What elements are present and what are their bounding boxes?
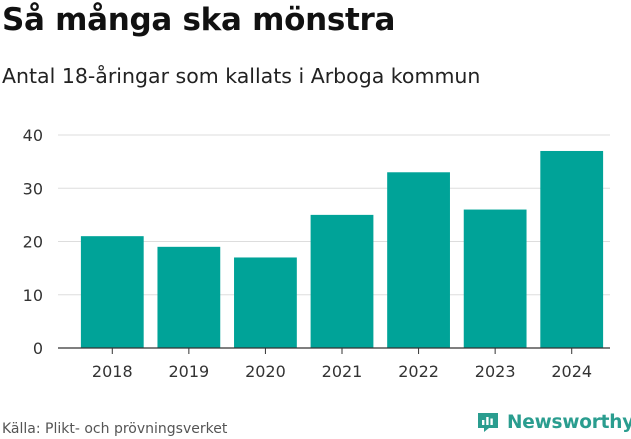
- y-tick-label: 20: [23, 233, 43, 252]
- x-tick-label: 2022: [398, 362, 439, 381]
- bar: [157, 246, 221, 348]
- bar: [234, 257, 297, 348]
- bar: [463, 209, 527, 348]
- x-tick-label: 2020: [245, 362, 286, 381]
- x-tick-label: 2019: [168, 362, 209, 381]
- y-tick-label: 30: [23, 179, 43, 198]
- x-tick-label: 2021: [322, 362, 363, 381]
- brand-name: Newsworthy: [507, 411, 631, 433]
- chart-subtitle: Antal 18-åringar som kallats i Arboga ko…: [2, 64, 481, 88]
- y-tick-label: 40: [23, 126, 43, 145]
- source-note: Källa: Plikt- och prövningsverket: [2, 421, 228, 437]
- bar: [387, 172, 450, 348]
- bar: [310, 214, 374, 348]
- x-tick-label: 2023: [475, 362, 516, 381]
- x-tick-label: 2018: [92, 362, 133, 381]
- bar: [540, 150, 604, 348]
- y-tick-label: 10: [23, 286, 43, 305]
- x-tick-label: 2024: [551, 362, 592, 381]
- bar-chart: 0 10 20 30 40 2018 2019 2020 2021 2022 2023 2024: [23, 126, 610, 381]
- y-tick-label: 0: [33, 339, 43, 358]
- chart-title: Så många ska mönstra: [2, 2, 396, 38]
- newsworthy-logo-icon: [478, 413, 498, 432]
- brand-logo: Newsworthy: [476, 409, 631, 435]
- bar: [80, 236, 144, 348]
